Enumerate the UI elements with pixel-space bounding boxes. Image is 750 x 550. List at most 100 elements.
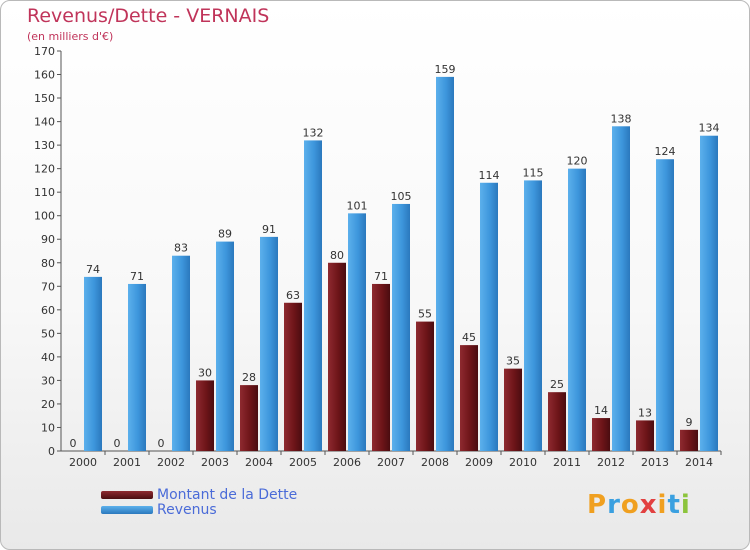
y-tick-label: 160 xyxy=(34,69,55,82)
bar-revenue xyxy=(656,159,674,451)
data-label-debt: 55 xyxy=(418,308,432,321)
y-tick-label: 140 xyxy=(34,116,55,129)
bar-debt xyxy=(372,283,390,451)
data-label-revenue: 71 xyxy=(130,270,144,283)
data-label-debt: 35 xyxy=(506,355,520,368)
x-tick-label: 2012 xyxy=(597,456,625,469)
y-tick-label: 40 xyxy=(41,351,55,364)
x-tick-label: 2007 xyxy=(377,456,405,469)
bar-revenue xyxy=(612,126,630,451)
legend-swatch-revenue xyxy=(101,505,153,514)
data-label-debt: 71 xyxy=(374,270,388,283)
data-label-revenue: 101 xyxy=(347,199,368,212)
bar-debt xyxy=(328,262,346,451)
bar-revenue xyxy=(392,203,410,451)
legend-item-debt: Montant de la Dette xyxy=(101,486,298,503)
data-label-revenue: 120 xyxy=(567,155,588,168)
x-tick-label: 2003 xyxy=(201,456,229,469)
y-tick-label: 80 xyxy=(41,257,55,270)
data-label-revenue: 132 xyxy=(303,126,324,139)
x-tick-label: 2002 xyxy=(157,456,185,469)
x-tick-label: 2000 xyxy=(69,456,97,469)
y-tick-label: 70 xyxy=(41,280,55,293)
bar-debt xyxy=(504,368,522,451)
logo-letter: t xyxy=(667,490,681,520)
data-label-revenue: 105 xyxy=(391,190,412,203)
x-tick-label: 2010 xyxy=(509,456,537,469)
data-label-debt: 0 xyxy=(158,437,165,450)
logo-letter: i xyxy=(680,490,691,520)
bar-revenue xyxy=(700,135,718,452)
legend: Montant de la Dette Revenus xyxy=(101,486,298,518)
x-tick-label: 2005 xyxy=(289,456,317,469)
y-tick-label: 130 xyxy=(34,139,55,152)
logo-letter: i xyxy=(657,490,668,520)
data-label-revenue: 138 xyxy=(611,112,632,125)
bar-revenue xyxy=(568,168,586,451)
x-tick-label: 2009 xyxy=(465,456,493,469)
y-tick-label: 20 xyxy=(41,398,55,411)
y-tick-label: 30 xyxy=(41,374,55,387)
x-tick-label: 2013 xyxy=(641,456,669,469)
data-label-revenue: 114 xyxy=(479,169,500,182)
legend-label-debt: Montant de la Dette xyxy=(157,486,298,503)
data-label-revenue: 74 xyxy=(86,263,100,276)
data-label-debt: 9 xyxy=(686,416,693,429)
x-tick-label: 2014 xyxy=(685,456,713,469)
x-tick-label: 2001 xyxy=(113,456,141,469)
data-label-debt: 63 xyxy=(286,289,300,302)
bar-debt xyxy=(636,420,654,451)
data-label-revenue: 134 xyxy=(699,122,720,135)
data-label-debt: 13 xyxy=(638,406,652,419)
bar-revenue xyxy=(172,255,190,451)
chart-title: Revenus/Dette - VERNAIS xyxy=(27,5,270,27)
data-label-revenue: 91 xyxy=(262,223,276,236)
legend-item-revenue: Revenus xyxy=(101,501,297,518)
y-tick-label: 120 xyxy=(34,163,55,176)
bar-revenue xyxy=(128,283,146,451)
logo-letter: x xyxy=(639,490,658,520)
bar-revenue xyxy=(480,182,498,451)
legend-label-revenue: Revenus xyxy=(157,501,217,518)
y-tick-label: 0 xyxy=(48,445,55,458)
data-label-debt: 14 xyxy=(594,404,608,417)
x-tick-label: 2011 xyxy=(553,456,581,469)
proxiti-logo: Proxiti xyxy=(587,490,691,520)
y-tick-label: 60 xyxy=(41,304,55,317)
data-label-revenue: 115 xyxy=(523,166,544,179)
bar-debt xyxy=(548,392,566,451)
y-tick-label: 150 xyxy=(34,92,55,105)
legend-swatch-debt xyxy=(101,490,153,499)
x-tick-label: 2006 xyxy=(333,456,361,469)
data-label-debt: 30 xyxy=(198,366,212,379)
data-label-revenue: 83 xyxy=(174,242,188,255)
bar-revenue xyxy=(84,276,102,451)
x-tick-label: 2004 xyxy=(245,456,273,469)
bar-revenue xyxy=(524,180,542,452)
y-tick-label: 100 xyxy=(34,210,55,223)
logo-letter: P xyxy=(587,490,608,520)
bar-debt xyxy=(240,385,258,451)
data-label-debt: 28 xyxy=(242,371,256,384)
data-label-revenue: 124 xyxy=(655,145,676,158)
x-tick-label: 2008 xyxy=(421,456,449,469)
y-tick-label: 170 xyxy=(34,45,55,58)
bar-revenue xyxy=(216,241,234,451)
bar-revenue xyxy=(260,236,278,451)
y-tick-label: 110 xyxy=(34,186,55,199)
bar-debt xyxy=(680,429,698,451)
bar-revenue xyxy=(348,213,366,451)
logo-letter: o xyxy=(620,490,640,520)
bar-debt xyxy=(592,418,610,451)
bar-debt xyxy=(416,321,434,451)
data-label-debt: 80 xyxy=(330,249,344,262)
data-label-debt: 0 xyxy=(114,437,121,450)
data-label-debt: 45 xyxy=(462,331,476,344)
bar-revenue xyxy=(304,140,322,452)
data-label-revenue: 159 xyxy=(435,63,456,76)
data-label-debt: 0 xyxy=(70,437,77,450)
bar-debt xyxy=(460,345,478,451)
y-tick-label: 90 xyxy=(41,233,55,246)
